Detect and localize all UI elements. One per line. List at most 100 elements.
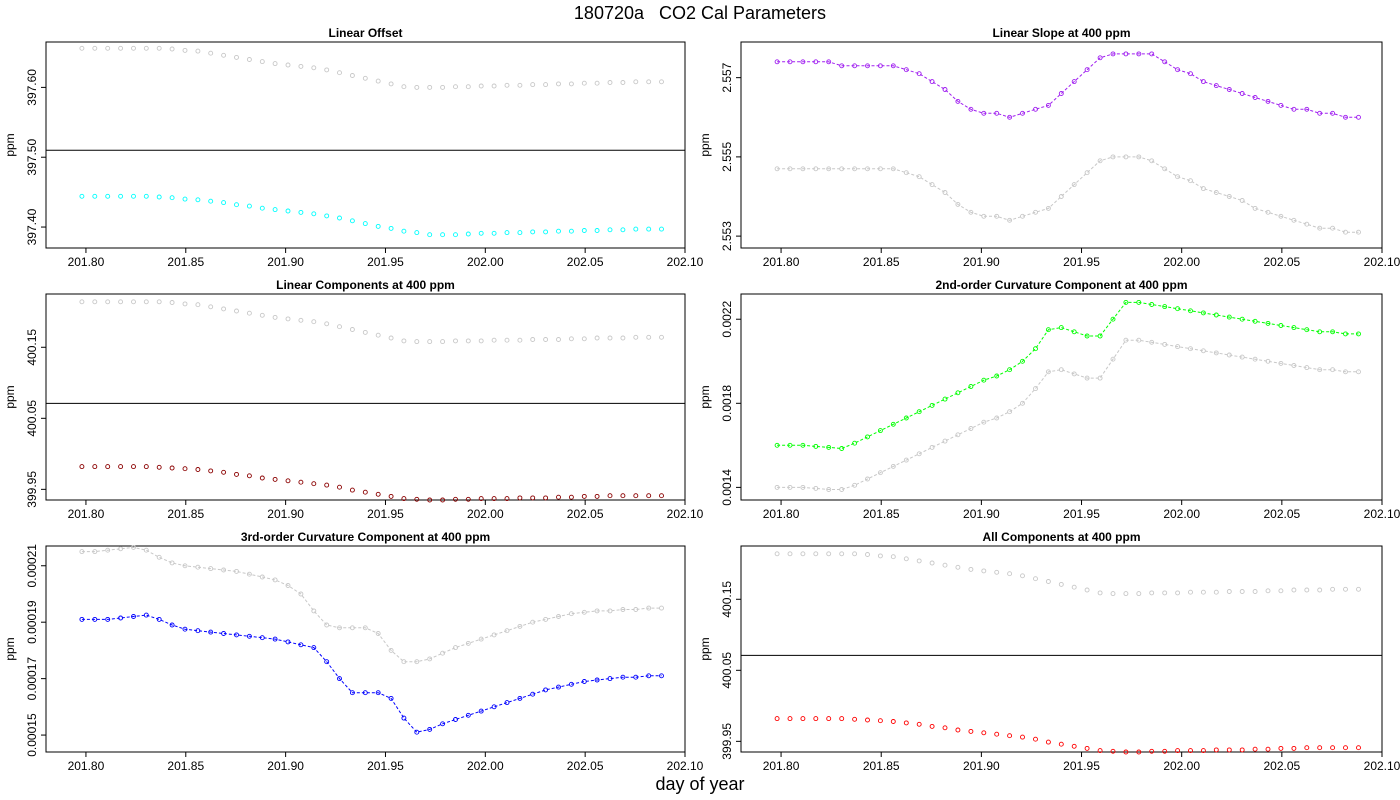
data-point [234,471,239,477]
data-point [401,228,407,234]
data-point [169,465,175,471]
data-point [118,615,124,621]
data-point [221,200,227,206]
data-point [92,299,98,305]
panel-title: Linear Components at 400 ppm [276,278,455,292]
data-point [453,84,458,90]
data-point [79,193,85,199]
x-tick-label: 201.90 [963,255,1000,269]
data-point [1317,745,1323,751]
data-point [221,469,227,475]
series-colored [774,51,1361,120]
data-point [401,715,407,721]
data-point [620,607,626,612]
series-line [81,546,662,663]
data-point [1110,51,1116,57]
data-point [156,299,162,305]
data-point [620,335,626,341]
y-axis-label: ppm [3,637,17,660]
data-point [556,494,561,500]
data-point [131,193,136,199]
data-point [208,468,214,474]
data-point [349,73,355,78]
x-tick-label: 202.00 [467,759,504,773]
data-point [1058,194,1064,199]
data-point [955,98,961,104]
data-point [491,337,497,343]
data-point [427,339,433,345]
data-point [865,552,870,557]
data-point [942,396,948,402]
data-point [491,496,497,502]
data-point [246,203,252,209]
data-point [1291,325,1297,331]
data-point [1071,79,1077,85]
data-point [594,608,600,614]
y-tick-label: 397.60 [25,69,39,106]
data-point [414,659,420,665]
data-point [800,551,806,557]
data-point [1071,182,1077,188]
data-point [1045,739,1051,745]
data-point [1200,310,1206,316]
data-point [92,193,98,199]
data-point [594,493,600,499]
x-tick-label: 201.90 [963,759,1000,773]
data-point [1097,375,1103,381]
data-point [1058,741,1064,747]
data-point [1304,106,1310,112]
data-point [1278,323,1284,328]
data-point [221,306,227,312]
data-point [1278,213,1284,219]
series-colored [774,299,1361,451]
data-point [195,197,201,203]
data-point [633,79,639,85]
data-point [646,226,652,232]
data-point [916,174,922,180]
data-point [1045,205,1051,211]
data-point [1020,213,1025,219]
y-tick-label: 2.553 [720,221,734,251]
data-point [1188,346,1193,352]
data-point [839,716,845,722]
data-point [1136,591,1142,597]
data-point [517,230,523,236]
data-point [221,52,227,58]
data-point [813,485,819,491]
data-point [285,478,291,484]
data-point [195,564,201,570]
data-point [143,547,149,553]
data-point [311,65,317,71]
data-point [981,568,987,574]
data-point [903,457,909,463]
data-point [349,487,355,493]
data-point [568,228,574,234]
data-point [620,80,626,85]
data-point [478,83,484,89]
data-point [465,712,471,718]
data-point [890,463,896,469]
data-point [1175,344,1181,350]
data-point [1343,229,1348,235]
data-point [375,690,381,696]
data-point [955,201,961,207]
series-colored [79,612,664,735]
data-point [79,616,85,622]
data-point [1110,591,1116,597]
data-point [981,213,987,219]
x-tick-label: 201.85 [863,507,900,521]
data-point [633,334,639,340]
data-point [1110,316,1116,322]
data-point [1330,586,1336,592]
data-point [877,718,883,724]
x-tick-label: 201.90 [267,255,304,269]
data-point [182,466,188,472]
data-point [839,487,845,492]
data-point [1239,354,1245,360]
data-point [1084,375,1090,381]
data-point [1200,79,1206,85]
x-axis-label: day of year [655,774,745,794]
data-point [169,560,175,566]
data-point [543,229,549,235]
data-point [1291,587,1297,593]
